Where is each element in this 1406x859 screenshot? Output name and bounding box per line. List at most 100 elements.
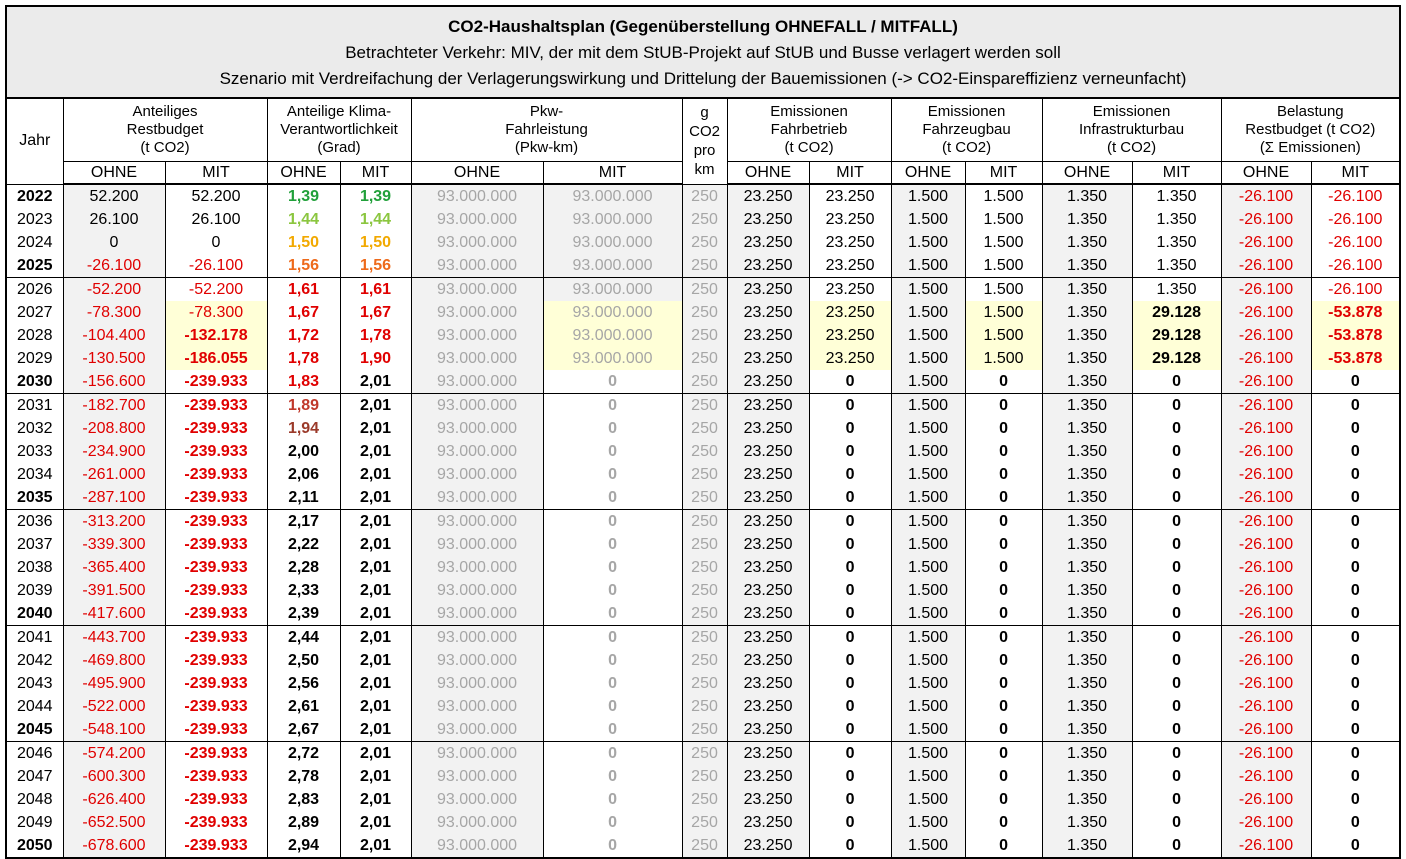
cell-car-km-mit: 93.000.000 — [543, 254, 683, 278]
cell-climate-ohne: 2,11 — [267, 486, 341, 510]
cell-infrastructure-ohne: 1.350 — [1042, 208, 1133, 231]
cell-restbudget-ohne: -495.900 — [63, 672, 166, 695]
cell-infrastructure-mit: 0 — [1132, 649, 1222, 672]
cell-burden-ohne: -26.100 — [1221, 370, 1312, 394]
cell-burden-ohne: -26.100 — [1221, 417, 1312, 440]
cell-restbudget-mit: -239.933 — [165, 556, 268, 579]
cell-car-km-ohne: 93.000.000 — [411, 765, 544, 788]
cell-car-km-ohne: 93.000.000 — [411, 440, 544, 463]
header-climate-responsibility: Anteilige Klima- Verantwortlichkeit (Grad) — [267, 99, 412, 162]
cell-vehicle-build-ohne: 1.500 — [891, 533, 966, 556]
cell-burden-ohne: -26.100 — [1221, 486, 1312, 510]
cell-vehicle-build-ohne: 1.500 — [891, 811, 966, 834]
cell-infrastructure-mit: 0 — [1132, 509, 1222, 533]
cell-burden-mit: 0 — [1350, 582, 1360, 599]
cell-infrastructure-ohne: 1.350 — [1042, 695, 1133, 718]
cell-burden-ohne: -26.100 — [1221, 695, 1312, 718]
cell-g-co2-per-km: 250 — [682, 788, 728, 811]
table-row: 2039 -391.500 -239.933 2,33 2,01 93.000.000 0 2… — [7, 579, 1399, 602]
cell-burden-mit: 0 — [1350, 629, 1360, 646]
cell-operation-ohne: 23.250 — [727, 625, 810, 649]
cell-climate-ohne: 2,28 — [267, 556, 341, 579]
cell-infrastructure-mit: 0 — [1132, 440, 1222, 463]
cell-vehicle-build-mit: 0 — [965, 834, 1043, 857]
cell-climate-ohne: 2,78 — [267, 765, 341, 788]
cell-vehicle-build-ohne: 1.500 — [891, 324, 966, 347]
header-year: Jahr — [7, 99, 64, 185]
cell-vehicle-build-ohne: 1.500 — [891, 765, 966, 788]
cell-vehicle-build-ohne: 1.500 — [891, 834, 966, 857]
cell-g-co2-per-km: 250 — [682, 533, 728, 556]
cell-burden-mit: -26.100 — [1328, 211, 1383, 228]
cell-infrastructure-ohne: 1.350 — [1042, 301, 1133, 324]
cell-burden-ohne: -26.100 — [1221, 811, 1312, 834]
cell-operation-ohne: 23.250 — [727, 741, 810, 765]
cell-infrastructure-mit: 0 — [1132, 718, 1222, 742]
header-restbudget: Anteiliges Restbudget (t CO2) — [63, 99, 268, 162]
cell-infrastructure-ohne: 1.350 — [1042, 811, 1133, 834]
cell-vehicle-build-ohne: 1.500 — [891, 231, 966, 254]
cell-operation-mit: 23.250 — [809, 254, 892, 278]
cell-vehicle-build-mit: 1.500 — [965, 301, 1043, 324]
cell-g-co2-per-km: 250 — [682, 834, 728, 857]
cell-burden-mit: -53.878 — [1311, 301, 1400, 324]
cell-infrastructure-mit: 1.350 — [1132, 184, 1222, 208]
subheader-ohne: OHNE — [63, 161, 166, 185]
cell-car-km-mit: 0 — [543, 556, 683, 579]
cell-g-co2-per-km: 250 — [682, 324, 728, 347]
table-row: 2029 -130.500 -186.055 1,78 1,90 93.000.000 93… — [7, 347, 1400, 370]
cell-burden-mit: 0 — [1350, 513, 1360, 530]
table-row: 2042 -469.800 -239.933 2,50 2,01 93.000.000 0 2… — [7, 649, 1399, 672]
subheader-mit: MIT — [165, 161, 268, 185]
cell-infrastructure-mit: 0 — [1132, 370, 1222, 394]
cell-g-co2-per-km: 250 — [682, 417, 728, 440]
cell-car-km-ohne: 93.000.000 — [411, 834, 544, 857]
cell-climate-ohne: 2,61 — [267, 695, 341, 718]
cell-restbudget-mit: -239.933 — [165, 695, 268, 718]
cell-car-km-ohne: 93.000.000 — [411, 324, 544, 347]
cell-operation-mit: 0 — [809, 486, 892, 510]
cell-car-km-mit: 93.000.000 — [543, 277, 683, 301]
cell-burden-mit: 0 — [1350, 814, 1360, 831]
cell-car-km-mit: 93.000.000 — [543, 324, 683, 347]
cell-year: 2043 — [7, 672, 64, 695]
cell-burden-ohne: -26.100 — [1221, 718, 1312, 742]
cell-infrastructure-ohne: 1.350 — [1042, 579, 1133, 602]
cell-climate-ohne: 2,22 — [267, 533, 341, 556]
cell-operation-mit: 0 — [809, 649, 892, 672]
subheader-ohne: OHNE — [1221, 161, 1312, 185]
cell-vehicle-build-mit: 0 — [965, 695, 1043, 718]
cell-operation-ohne: 23.250 — [727, 254, 810, 278]
cell-burden-mit: 0 — [1350, 420, 1360, 437]
cell-climate-ohne: 2,72 — [267, 741, 341, 765]
cell-burden-ohne: -26.100 — [1221, 231, 1312, 254]
cell-car-km-mit: 0 — [543, 765, 683, 788]
cell-vehicle-build-mit: 0 — [965, 393, 1043, 417]
cell-operation-ohne: 23.250 — [727, 811, 810, 834]
cell-infrastructure-ohne: 1.350 — [1042, 324, 1133, 347]
cell-restbudget-ohne: -339.300 — [63, 533, 166, 556]
cell-restbudget-mit: -26.100 — [165, 254, 268, 278]
cell-infrastructure-mit: 0 — [1132, 811, 1222, 834]
table-row: 2028 -104.400 -132.178 1,72 1,78 93.000.000 93… — [7, 324, 1400, 347]
cell-operation-mit: 0 — [809, 765, 892, 788]
header-car-mileage: Pkw- Fahrleistung (Pkw-km) — [411, 99, 683, 162]
cell-year: 2025 — [7, 254, 64, 278]
cell-operation-mit: 0 — [809, 579, 892, 602]
cell-climate-mit: 2,01 — [340, 509, 412, 533]
cell-car-km-ohne: 93.000.000 — [411, 417, 544, 440]
cell-year: 2046 — [7, 741, 64, 765]
cell-car-km-ohne: 93.000.000 — [411, 254, 544, 278]
cell-infrastructure-mit: 0 — [1132, 556, 1222, 579]
cell-g-co2-per-km: 250 — [682, 579, 728, 602]
cell-infrastructure-mit: 29.128 — [1132, 301, 1222, 324]
cell-burden-mit: 0 — [1311, 370, 1400, 394]
cell-vehicle-build-ohne: 1.500 — [891, 788, 966, 811]
cell-car-km-mit: 93.000.000 — [543, 184, 683, 208]
cell-operation-mit: 0 — [809, 834, 892, 857]
cell-g-co2-per-km: 250 — [682, 208, 728, 231]
table-row: 2023 26.100 26.100 1,44 1,44 93.000.000 93.000… — [7, 208, 1399, 231]
cell-g-co2-per-km: 250 — [682, 602, 728, 626]
cell-restbudget-mit: -239.933 — [165, 533, 268, 556]
cell-car-km-mit: 93.000.000 — [543, 347, 683, 370]
